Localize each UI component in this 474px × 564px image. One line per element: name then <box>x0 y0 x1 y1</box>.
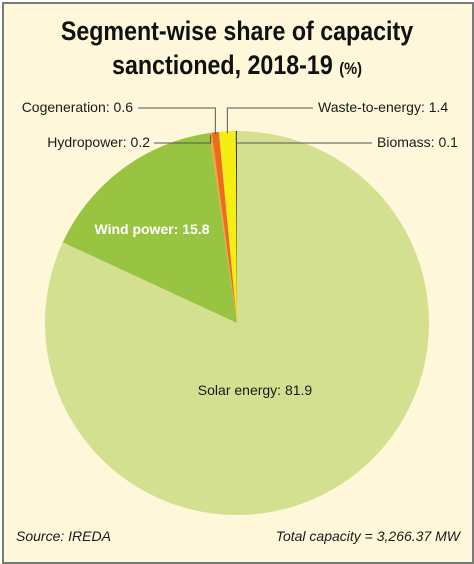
source-note: Source: IREDA <box>16 528 111 544</box>
total-capacity-note: Total capacity = 3,266.37 MW <box>275 528 460 544</box>
pie-slices <box>45 131 429 515</box>
slice-biomass <box>235 131 237 323</box>
label-hydropower: Hydropower: 0.2 <box>47 134 150 150</box>
label-biomass: Biomass: 0.1 <box>377 134 458 150</box>
slice-waste-to-energy <box>218 131 237 323</box>
title-line-2: sanctioned, 2018-19 (%) <box>33 48 441 86</box>
slice-hydropower <box>209 132 237 323</box>
leader-hydropower <box>154 134 212 144</box>
label-cogeneration: Cogeneration: 0.6 <box>22 99 134 115</box>
title-line-2-text: sanctioned, 2018-19 <box>112 50 333 80</box>
slice-cogeneration <box>211 131 237 323</box>
leader-lines <box>138 107 372 144</box>
leader-cogeneration <box>138 107 216 135</box>
label-solar-energy: Solar energy: 81.9 <box>198 382 313 398</box>
leader-biomass <box>235 133 372 144</box>
title-unit: (%) <box>339 59 362 78</box>
leader-waste-to-energy <box>226 107 313 134</box>
slice-wind-power <box>62 133 238 323</box>
chart-title: Segment-wise share of capacity sanctione… <box>33 14 441 86</box>
slice-labels: Solar energy: 81.9 Wind power: 15.8 Hydrop… <box>22 99 458 398</box>
label-wind-power: Wind power: 15.8 <box>94 221 209 237</box>
label-waste-to-energy: Waste-to-energy: 1.4 <box>318 99 448 115</box>
title-line-1: Segment-wise share of capacity <box>60 16 414 46</box>
slice-solar-energy <box>45 131 429 515</box>
